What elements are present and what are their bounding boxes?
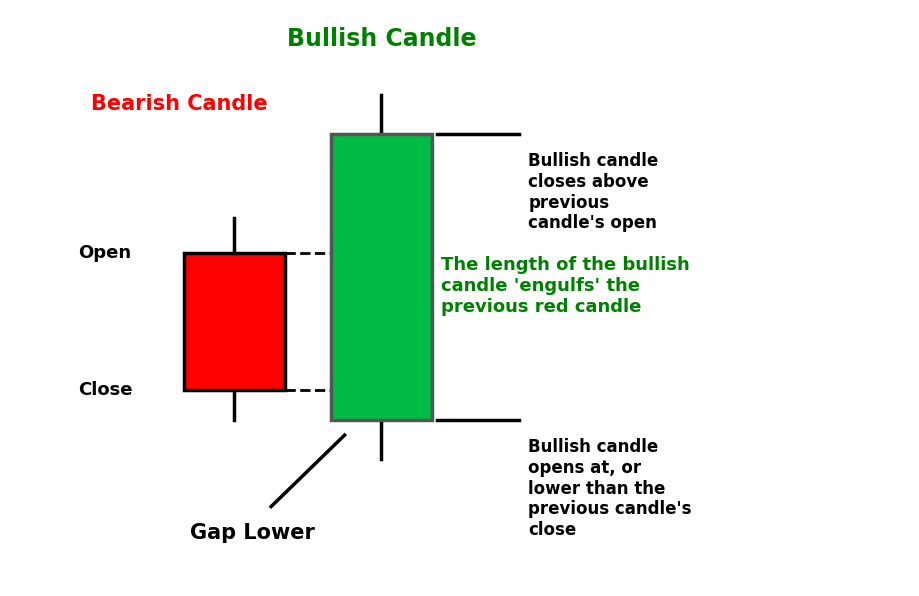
Text: Bullish candle
closes above
previous
candle's open: Bullish candle closes above previous can… [528, 152, 659, 232]
Bar [331, 134, 432, 420]
Text: Open: Open [78, 244, 131, 262]
Text: The length of the bullish
candle 'engulfs' the
previous red candle: The length of the bullish candle 'engulf… [441, 256, 690, 316]
Text: Bullish Candle: Bullish Candle [287, 27, 476, 51]
Text: Gap Lower: Gap Lower [190, 523, 315, 544]
Bar [184, 253, 285, 390]
Text: Close: Close [78, 381, 132, 399]
Text: Bullish candle
opens at, or
lower than the
previous candle's
close: Bullish candle opens at, or lower than t… [528, 438, 692, 539]
Text: Bearish Candle: Bearish Candle [91, 94, 267, 114]
